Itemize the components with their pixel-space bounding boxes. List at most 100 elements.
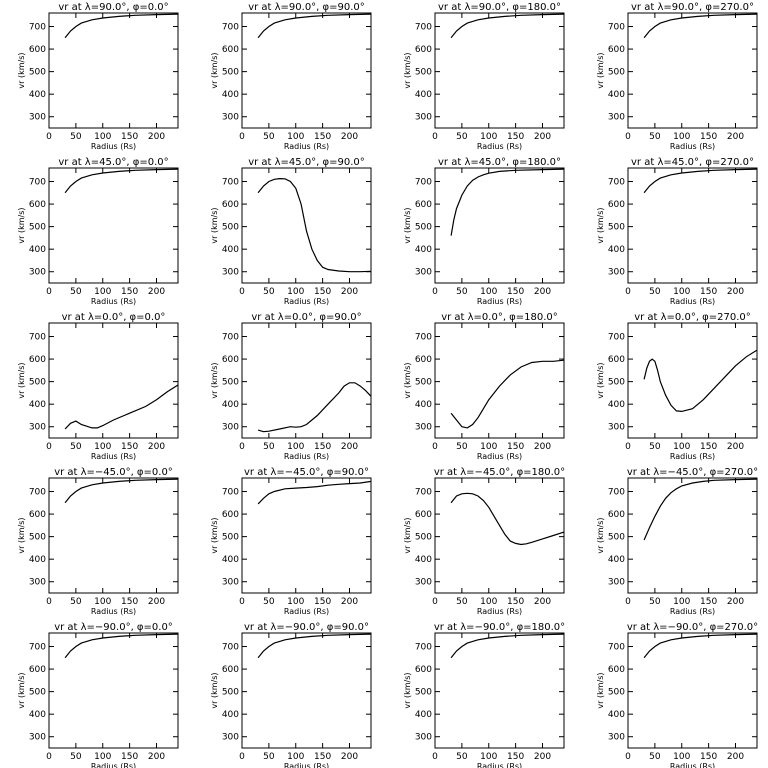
y-axis-label: vr (km/s) [596, 52, 605, 88]
series-line [450, 168, 565, 236]
x-tick-label: 100 [94, 597, 111, 607]
series-line [257, 382, 372, 433]
y-tick-label: 600 [222, 510, 239, 520]
y-tick-label: 400 [29, 245, 46, 255]
panel-12: vr at λ=0.0°, φ=270.0° 0 50 100 150 200 300 400… [596, 312, 758, 461]
x-tick-label: 200 [341, 287, 358, 297]
y-tick-label: 500 [608, 688, 625, 698]
y-tick-label: 300 [608, 733, 625, 743]
x-axis-label: Radius (Rs) [91, 452, 136, 461]
y-tick-label: 600 [29, 665, 46, 675]
x-tick-label: 100 [287, 597, 304, 607]
panel-15: vr at λ=−45.0°, φ=180.0° 0 50 100 150 200 300 4… [403, 467, 565, 616]
y-tick-label: 400 [222, 245, 239, 255]
y-tick-label: 600 [415, 355, 432, 365]
x-tick-label: 200 [534, 752, 551, 762]
plot-frame [48, 322, 179, 439]
x-tick-label: 0 [432, 132, 438, 142]
x-tick-label: 50 [456, 442, 468, 452]
x-tick-label: 50 [649, 442, 661, 452]
series-line [64, 384, 179, 430]
x-tick-label: 50 [263, 442, 275, 452]
panel-10: vr at λ=0.0°, φ=90.0° 0 50 100 150 200 300 400 5… [210, 312, 372, 461]
series-line [643, 478, 758, 541]
x-tick-label: 150 [507, 442, 524, 452]
panel-title: vr at λ=−90.0°, φ=180.0° [434, 622, 565, 633]
y-axis-label: vr (km/s) [17, 362, 26, 398]
series-line [450, 359, 565, 429]
y-tick-label: 600 [608, 200, 625, 210]
x-axis-label: Radius (Rs) [477, 142, 522, 151]
y-tick-label: 400 [222, 400, 239, 410]
y-tick-label: 600 [29, 355, 46, 365]
x-tick-label: 150 [314, 287, 331, 297]
panel-title: vr at λ=45.0°, φ=180.0° [438, 157, 561, 168]
x-tick-label: 100 [480, 132, 497, 142]
y-tick-label: 400 [415, 400, 432, 410]
y-tick-label: 600 [222, 665, 239, 675]
y-tick-label: 400 [222, 90, 239, 100]
panel-20: vr at λ=−90.0°, φ=270.0° 0 50 100 150 200 300 4… [596, 622, 758, 768]
y-tick-label: 300 [415, 268, 432, 278]
x-tick-label: 200 [148, 287, 165, 297]
x-tick-label: 200 [534, 132, 551, 142]
y-tick-label: 500 [415, 68, 432, 78]
x-axis-label: Radius (Rs) [670, 297, 715, 306]
x-tick-label: 100 [287, 442, 304, 452]
x-tick-label: 50 [456, 287, 468, 297]
y-axis-label: vr (km/s) [596, 672, 605, 708]
y-tick-label: 300 [29, 733, 46, 743]
plot-frame [627, 322, 758, 439]
x-tick-label: 200 [727, 597, 744, 607]
y-axis-label: vr (km/s) [17, 52, 26, 88]
x-tick-label: 200 [727, 287, 744, 297]
y-tick-label: 300 [415, 113, 432, 123]
y-tick-label: 400 [29, 555, 46, 565]
y-tick-label: 300 [29, 423, 46, 433]
y-tick-label: 600 [608, 45, 625, 55]
x-axis-label: Radius (Rs) [284, 452, 329, 461]
y-tick-label: 700 [608, 488, 625, 498]
panel-title: vr at λ=90.0°, φ=0.0° [58, 2, 168, 13]
y-axis-label: vr (km/s) [210, 52, 219, 88]
x-tick-label: 200 [534, 442, 551, 452]
y-tick-label: 600 [415, 200, 432, 210]
plot-frame [434, 167, 565, 284]
plot-frame [241, 632, 372, 749]
panel-9: vr at λ=0.0°, φ=0.0° 0 50 100 150 200 300 400 50… [17, 312, 179, 461]
x-tick-label: 100 [480, 287, 497, 297]
x-axis-label: Radius (Rs) [284, 607, 329, 616]
plot-frame [627, 167, 758, 284]
y-tick-label: 400 [415, 710, 432, 720]
x-tick-label: 50 [649, 597, 661, 607]
x-axis-label: Radius (Rs) [670, 142, 715, 151]
x-tick-label: 100 [94, 287, 111, 297]
panel-title: vr at λ=−90.0°, φ=270.0° [627, 622, 758, 633]
y-tick-label: 500 [608, 223, 625, 233]
panel-title: vr at λ=−45.0°, φ=90.0° [244, 467, 369, 478]
x-tick-label: 150 [700, 752, 717, 762]
x-tick-label: 0 [432, 287, 438, 297]
y-tick-label: 400 [29, 710, 46, 720]
series-line [257, 480, 372, 505]
x-tick-label: 0 [239, 132, 245, 142]
y-tick-label: 700 [29, 643, 46, 653]
x-tick-label: 200 [341, 442, 358, 452]
y-tick-label: 400 [222, 555, 239, 565]
y-tick-label: 700 [29, 178, 46, 188]
panel-title: vr at λ=45.0°, φ=270.0° [631, 157, 754, 168]
panel-title: vr at λ=90.0°, φ=90.0° [248, 2, 365, 13]
y-axis-label: vr (km/s) [403, 672, 412, 708]
x-tick-label: 0 [46, 132, 52, 142]
series-line [643, 168, 758, 194]
x-axis-label: Radius (Rs) [670, 452, 715, 461]
y-tick-label: 400 [29, 90, 46, 100]
plot-frame [241, 322, 372, 439]
panel-title: vr at λ=90.0°, φ=180.0° [438, 2, 561, 13]
y-tick-label: 300 [222, 113, 239, 123]
series-line [64, 13, 179, 39]
y-tick-label: 500 [415, 533, 432, 543]
y-tick-label: 500 [29, 378, 46, 388]
panel-title: vr at λ=45.0°, φ=0.0° [58, 157, 168, 168]
